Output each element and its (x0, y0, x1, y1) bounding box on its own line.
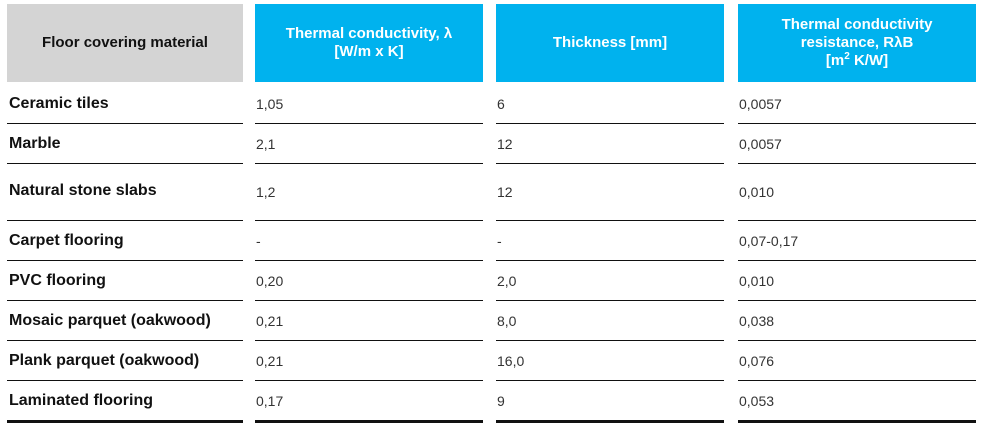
row-thermal-resistance: 0,038 (738, 301, 976, 341)
header-floor-covering-material-label: Floor covering material (42, 34, 208, 51)
table-row: Laminated flooring 0,17 9 0,053 (0, 381, 990, 423)
header-floor-covering-material: Floor covering material (7, 4, 243, 82)
row-material-name: Marble (7, 124, 243, 164)
row-thickness: 2,0 (496, 261, 724, 301)
header-thickness: Thickness [mm] (496, 4, 724, 82)
row-thermal-resistance: 0,0057 (738, 84, 976, 124)
table-row: Mosaic parquet (oakwood) 0,21 8,0 0,038 (0, 301, 990, 341)
row-thermal-conductivity: 2,1 (255, 124, 483, 164)
table-row: Marble 2,1 12 0,0057 (0, 124, 990, 164)
row-material-name: Laminated flooring (7, 381, 243, 423)
header-thermal-conductivity-label: Thermal conductivity, λ [W/m x K] (285, 25, 453, 60)
table-row: Ceramic tiles 1,05 6 0,0057 (0, 84, 990, 124)
header-thermal-resistance-title: Thermal conductivity resistance, RλB (781, 16, 933, 51)
row-thickness: 16,0 (496, 341, 724, 381)
header-thermal-resistance: Thermal conductivity resistance, RλB [m2 … (738, 4, 976, 82)
row-material-name: PVC flooring (7, 261, 243, 301)
row-thermal-resistance: 0,053 (738, 381, 976, 423)
row-thickness: - (496, 221, 724, 261)
row-thermal-conductivity: 0,21 (255, 301, 483, 341)
header-thickness-label: Thickness [mm] (552, 34, 668, 51)
header-thermal-resistance-unit-b: K/W] (849, 52, 889, 69)
row-material-name: Natural stone slabs (7, 164, 243, 221)
row-thermal-conductivity: 0,21 (255, 341, 483, 381)
table-row: PVC flooring 0,20 2,0 0,010 (0, 261, 990, 301)
row-material-name: Mosaic parquet (oakwood) (7, 301, 243, 341)
table-row: Natural stone slabs 1,2 12 0,010 (0, 164, 990, 221)
row-material-name: Carpet flooring (7, 221, 243, 261)
row-thermal-resistance: 0,07-0,17 (738, 221, 976, 261)
row-thickness: 12 (496, 124, 724, 164)
row-thickness: 8,0 (496, 301, 724, 341)
row-thermal-resistance: 0,076 (738, 341, 976, 381)
row-thickness: 6 (496, 84, 724, 124)
row-material-name: Ceramic tiles (7, 84, 243, 124)
row-material-name: Plank parquet (oakwood) (7, 341, 243, 381)
row-thermal-resistance: 0,0057 (738, 124, 976, 164)
header-thermal-conductivity: Thermal conductivity, λ [W/m x K] (255, 4, 483, 82)
row-thermal-conductivity: - (255, 221, 483, 261)
row-thickness: 9 (496, 381, 724, 423)
row-thermal-conductivity: 1,2 (255, 164, 483, 221)
row-thermal-resistance: 0,010 (738, 164, 976, 221)
row-thermal-conductivity: 0,20 (255, 261, 483, 301)
header-thermal-resistance-unit-a: [m (825, 52, 845, 69)
header-thermal-resistance-unit-sup: 2 (844, 51, 850, 62)
row-thermal-conductivity: 0,17 (255, 381, 483, 423)
table-row: Carpet flooring - - 0,07-0,17 (0, 221, 990, 261)
table-row: Plank parquet (oakwood) 0,21 16,0 0,076 (0, 341, 990, 381)
header-thermal-resistance-label: Thermal conductivity resistance, RλB [m2 … (782, 16, 933, 70)
row-thickness: 12 (496, 164, 724, 221)
row-thermal-resistance: 0,010 (738, 261, 976, 301)
row-thermal-conductivity: 1,05 (255, 84, 483, 124)
